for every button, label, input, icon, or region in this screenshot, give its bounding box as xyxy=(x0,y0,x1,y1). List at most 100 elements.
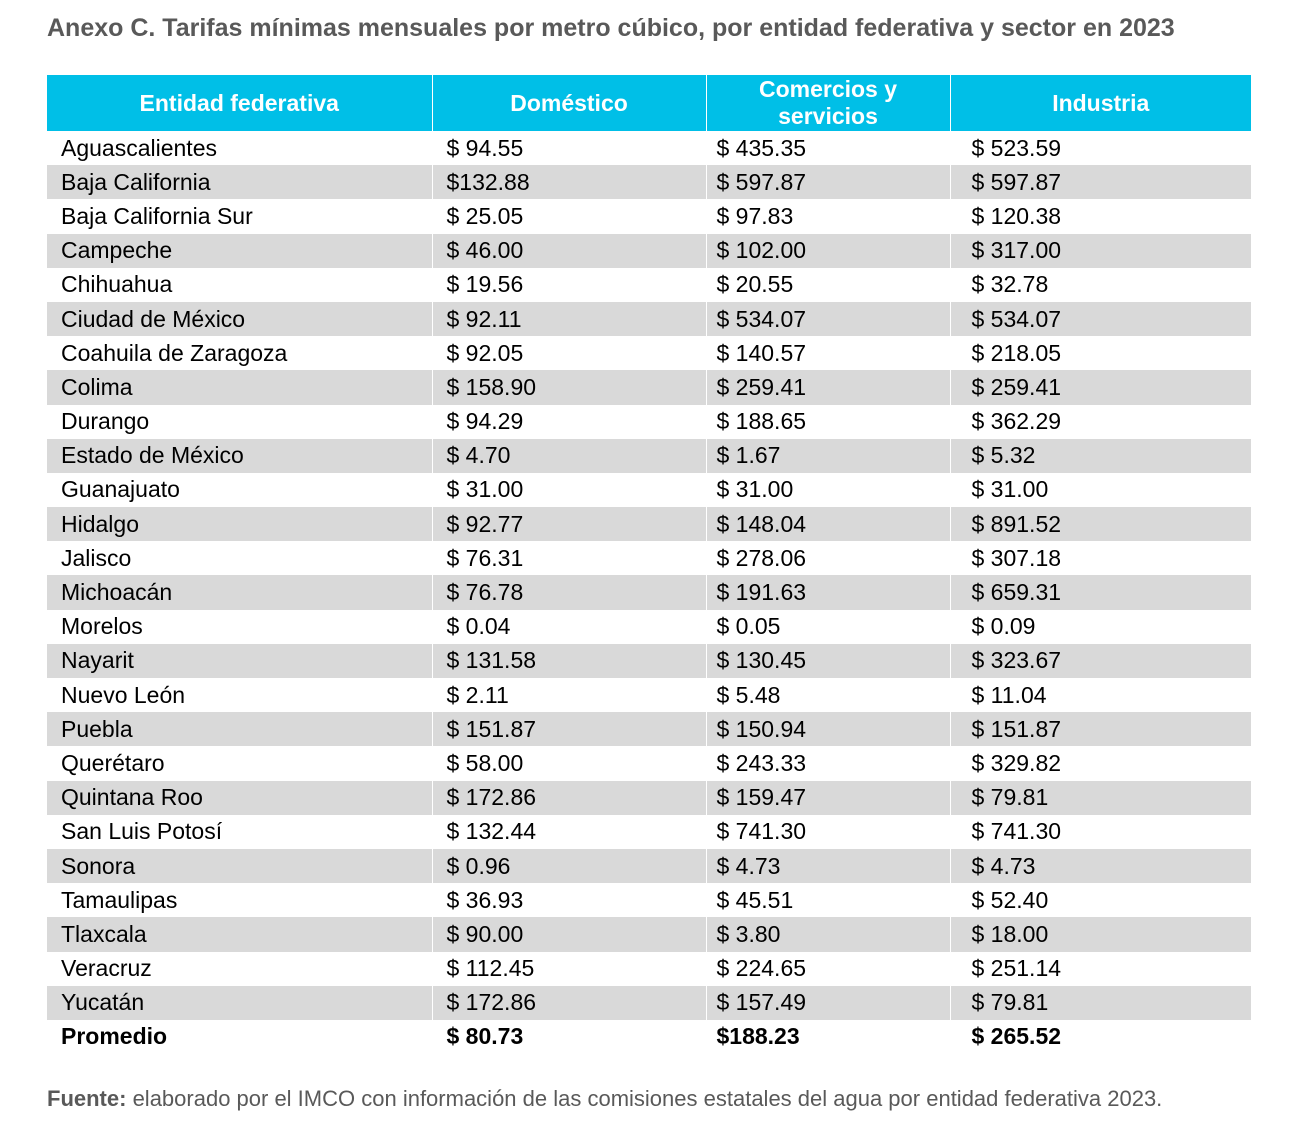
table-row: Nayarit $ 131.58 $ 130.45 $ 323.67 xyxy=(47,643,1251,678)
cell-entidad: Sonora xyxy=(47,848,433,884)
cell-domestico: $ 90.00 xyxy=(432,917,707,952)
cell-entidad: Chihuahua xyxy=(47,267,433,302)
cell-industria: $ 307.18 xyxy=(971,544,1062,571)
cell-industria: $ 52.40 xyxy=(971,886,1049,913)
cell-entidad: Baja California xyxy=(47,165,433,200)
cell-entidad: Morelos xyxy=(47,609,433,644)
cell-entidad: Veracruz xyxy=(47,951,433,986)
cell-comercios: $ 31.00 xyxy=(706,472,951,508)
cell-comercios: $ 188.65 xyxy=(706,404,951,439)
table-row: San Luis Potosí $ 132.44 $ 741.30 $ 741.30 xyxy=(47,814,1251,849)
table-row: Yucatán $ 172.86 $ 157.49 $ 79.81 xyxy=(47,985,1251,1020)
cell-entidad: Querétaro xyxy=(47,746,433,781)
cell-industria: $ 120.38 xyxy=(971,202,1062,229)
tariffs-table: Entidad federativa Doméstico Comercios y… xyxy=(47,75,1251,1055)
cell-industria: $ 218.05 xyxy=(971,339,1062,366)
table-row: Morelos $ 0.04 $ 0.05 $ 0.09 xyxy=(47,609,1251,644)
cell-comercios: $ 243.33 xyxy=(706,746,951,781)
table-row: Ciudad de México $ 92.11 $ 534.07 $ 534.07 xyxy=(47,301,1251,337)
header-entidad: Entidad federativa xyxy=(47,75,433,131)
source-label: Fuente: xyxy=(47,1086,127,1111)
cell-domestico: $ 151.87 xyxy=(432,712,707,747)
cell-entidad: Nayarit xyxy=(47,643,433,678)
cell-comercios: $ 534.07 xyxy=(706,301,951,337)
cell-comercios: $ 140.57 xyxy=(706,336,951,371)
cell-domestico: $ 172.86 xyxy=(432,780,707,815)
cell-industria: $ 659.31 xyxy=(950,575,1251,610)
header-row: Entidad federativa Doméstico Comercios y… xyxy=(47,75,1251,131)
cell-industria: $ 4.73 xyxy=(950,848,1251,884)
cell-comercios: $ 4.73 xyxy=(706,848,951,884)
cell-comercios: $ 150.94 xyxy=(706,712,951,747)
cell-comercios: $ 157.49 xyxy=(706,985,951,1020)
cell-industria: $ 151.87 xyxy=(950,712,1251,747)
cell-industria: $ 18.00 xyxy=(950,917,1251,952)
cell-comercios: $ 278.06 xyxy=(706,541,951,576)
cell-comercios: $ 1.67 xyxy=(706,438,951,473)
table-row: Nuevo León $ 2.11 $ 5.48 $ 11.04 xyxy=(47,678,1251,713)
cell-comercios: $ 0.05 xyxy=(706,609,951,644)
table-row: Sonora $ 0.96 $ 4.73 $ 4.73 xyxy=(47,848,1251,884)
cell-entidad: Guanajuato xyxy=(47,472,433,508)
cell-industria: $ 32.78 xyxy=(971,271,1049,298)
table-row: Michoacán $ 76.78 $ 191.63 $ 659.31 xyxy=(47,575,1251,610)
table-row: Tamaulipas $ 36.93 $ 45.51 $ 52.40 xyxy=(47,883,1251,918)
total-label: Promedio xyxy=(47,1019,433,1055)
table-row: Querétaro $ 58.00 $ 243.33 $ 329.82 xyxy=(47,746,1251,781)
source-text: elaborado por el IMCO con información de… xyxy=(126,1086,1163,1111)
cell-entidad: Estado de México xyxy=(47,438,433,473)
cell-comercios: $ 45.51 xyxy=(706,883,951,918)
table-row: Jalisco $ 76.31 $ 278.06 $ 307.18 xyxy=(47,541,1251,576)
table-row: Guanajuato $ 31.00 $ 31.00 $ 31.00 xyxy=(47,472,1251,508)
cell-domestico: $ 4.70 xyxy=(432,438,707,473)
table-header: Entidad federativa Doméstico Comercios y… xyxy=(47,75,1251,131)
cell-domestico: $ 172.86 xyxy=(432,985,707,1020)
table-body: Aguascalientes $ 94.55 $ 435.35 $ 523.59 Baj… xyxy=(47,131,1251,1055)
table-row: Veracruz $ 112.45 $ 224.65 $ 251.14 xyxy=(47,951,1251,986)
cell-entidad: Ciudad de México xyxy=(47,301,433,337)
cell-industria: $ 5.32 xyxy=(950,438,1251,473)
table-row: Tlaxcala $ 90.00 $ 3.80 $ 18.00 xyxy=(47,917,1251,952)
cell-entidad: Tlaxcala xyxy=(47,917,433,952)
cell-comercios: $ 148.04 xyxy=(706,507,951,542)
cell-entidad: Aguascalientes xyxy=(47,131,433,166)
table-row: Campeche $ 46.00 $ 102.00 $ 317.00 xyxy=(47,233,1251,268)
cell-domestico: $ 92.77 xyxy=(432,507,707,542)
table-row: Chihuahua $ 19.56 $ 20.55 $ 32.78 xyxy=(47,267,1251,302)
table-row: Baja California $132.88 $ 597.87 $ 597.87 xyxy=(47,165,1251,200)
cell-entidad: San Luis Potosí xyxy=(47,814,433,849)
cell-industria: $ 323.67 xyxy=(950,643,1251,678)
cell-comercios: $ 5.48 xyxy=(706,678,951,713)
cell-industria: $ 891.52 xyxy=(950,507,1251,542)
header-domestico: Doméstico xyxy=(432,75,707,131)
cell-domestico: $ 76.31 xyxy=(432,541,707,576)
page-title: Anexo C. Tarifas mínimas mensuales por m… xyxy=(47,14,1175,42)
cell-entidad: Colima xyxy=(47,370,433,405)
cell-domestico: $ 58.00 xyxy=(432,746,707,781)
cell-domestico: $ 19.56 xyxy=(432,267,707,302)
cell-domestico: $ 112.45 xyxy=(432,951,707,986)
cell-domestico: $ 46.00 xyxy=(432,233,707,268)
cell-industria: $ 0.09 xyxy=(971,613,1036,640)
cell-entidad: Hidalgo xyxy=(47,507,433,542)
cell-entidad: Baja California Sur xyxy=(47,199,433,234)
table-row: Durango $ 94.29 $ 188.65 $ 362.29 xyxy=(47,404,1251,439)
cell-entidad: Puebla xyxy=(47,712,433,747)
cell-comercios: $ 741.30 xyxy=(706,814,951,849)
table-row: Coahuila de Zaragoza $ 92.05 $ 140.57 $ 218… xyxy=(47,336,1251,371)
header-industria: Industria xyxy=(950,75,1251,131)
total-comercios: $188.23 xyxy=(706,1019,951,1055)
cell-comercios: $ 191.63 xyxy=(706,575,951,610)
cell-comercios: $ 259.41 xyxy=(706,370,951,405)
cell-domestico: $ 92.05 xyxy=(432,336,707,371)
table-row: Quintana Roo $ 172.86 $ 159.47 $ 79.81 xyxy=(47,780,1251,815)
cell-domestico: $ 0.04 xyxy=(432,609,707,644)
cell-domestico: $ 94.55 xyxy=(432,131,707,166)
table-row: Baja California Sur $ 25.05 $ 97.83 $ 120.3… xyxy=(47,199,1251,234)
cell-domestico: $ 2.11 xyxy=(432,678,707,713)
cell-comercios: $ 102.00 xyxy=(706,233,951,268)
cell-entidad: Nuevo León xyxy=(47,678,433,713)
table-row: Hidalgo $ 92.77 $ 148.04 $ 891.52 xyxy=(47,507,1251,542)
cell-industria: $ 534.07 xyxy=(950,301,1251,337)
cell-comercios: $ 97.83 xyxy=(706,199,951,234)
